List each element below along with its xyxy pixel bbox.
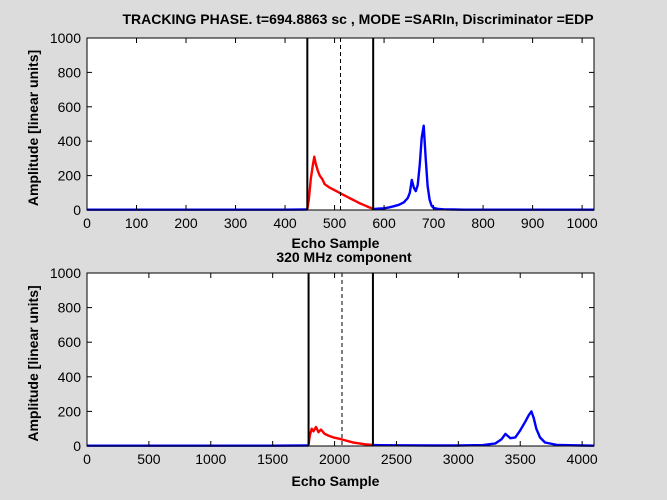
y-axis-label: Amplitude [linear units] (25, 50, 41, 206)
x-tick-label-7: 3500 (505, 451, 536, 467)
x-tick-label-0: 0 (83, 451, 91, 467)
x-axis-label: Echo Sample (292, 473, 380, 489)
x-tick-label-5: 500 (323, 215, 347, 231)
x-tick-label-1: 100 (125, 215, 149, 231)
y-tick-label-4: 800 (58, 300, 82, 316)
x-tick-label-3: 1500 (257, 451, 288, 467)
axes-frame (86, 37, 595, 211)
y-tick-label-5: 1000 (50, 30, 81, 46)
x-tick-label-2: 1000 (195, 451, 226, 467)
x-tick-label-9: 900 (521, 215, 545, 231)
x-tick-label-4: 400 (273, 215, 297, 231)
x-tick-label-8: 800 (471, 215, 495, 231)
y-tick-label-2: 400 (58, 369, 82, 385)
x-tick-label-6: 3000 (443, 451, 474, 467)
y-tick-label-2: 400 (58, 133, 82, 149)
y-tick-label-3: 600 (58, 334, 82, 350)
series-line-1 (307, 425, 374, 447)
x-tick-label-5: 2500 (381, 451, 412, 467)
axes-frame (86, 272, 595, 447)
x-tick-label-10: 1000 (567, 215, 598, 231)
x-tick-label-2: 200 (174, 215, 198, 231)
x-tick-label-8: 4000 (567, 451, 598, 467)
x-axis-label: Echo Sample (292, 235, 380, 251)
plot-area (87, 273, 594, 446)
y-axis-label: Amplitude [linear units] (25, 285, 41, 441)
x-tick-label-6: 600 (372, 215, 396, 231)
chart-320mhz-component: 0 500 1000 1500 2000 2500 3000 3500 4000 0 200 400 6… (25, 265, 598, 489)
x-tick-label-4: 2000 (319, 451, 350, 467)
y-tick-label-3: 600 (58, 99, 82, 115)
y-tick-label-0: 0 (73, 202, 81, 218)
x-tick-label-0: 0 (83, 215, 91, 231)
x-tick-label-3: 300 (224, 215, 248, 231)
x-tick-label-7: 700 (422, 215, 446, 231)
y-tick-label-0: 0 (73, 438, 81, 454)
series-line-2 (373, 124, 594, 211)
y-tick-label-1: 200 (58, 168, 82, 184)
chart-title-320mhz: 320 MHz component (276, 249, 412, 265)
y-tick-label-5: 1000 (50, 265, 81, 281)
y-tick-label-4: 800 (58, 64, 82, 80)
x-tick-label-1: 500 (137, 451, 161, 467)
y-tick-label-1: 200 (58, 403, 82, 419)
chart-tracking-phase: 0 100 200 300 400 500 600 700 800 900 1000 0 200 400 6… (25, 30, 598, 251)
chart-title-tracking: TRACKING PHASE. t=694.8863 sc , MODE =SA… (122, 11, 593, 27)
series-line-2 (372, 410, 595, 447)
series-line-1 (306, 155, 374, 210)
